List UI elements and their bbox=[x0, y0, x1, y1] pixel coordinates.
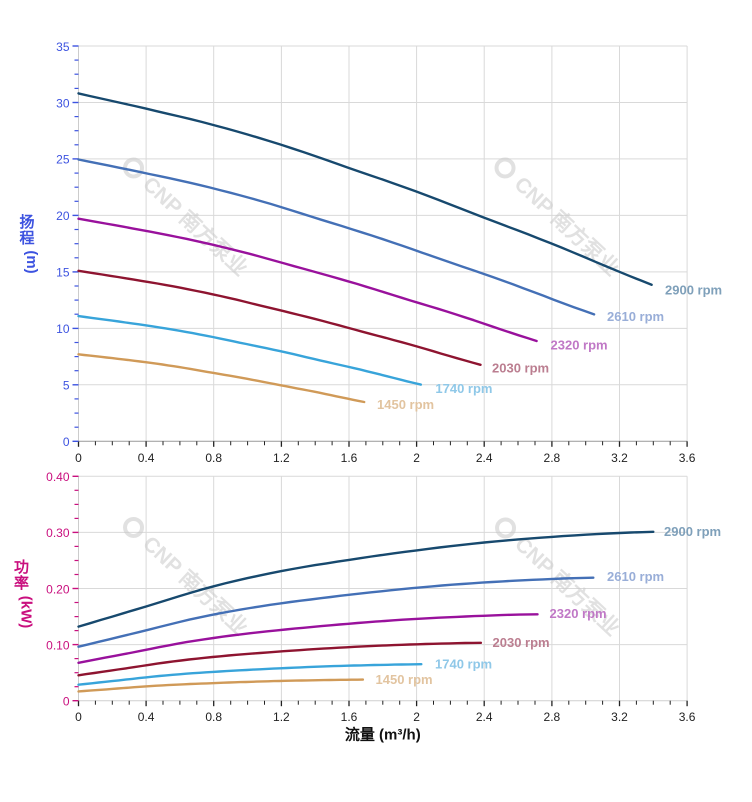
svg-text:3.6: 3.6 bbox=[679, 710, 696, 724]
svg-text:30: 30 bbox=[56, 96, 70, 110]
svg-text:1450 rpm: 1450 rpm bbox=[376, 672, 433, 687]
svg-text:1.2: 1.2 bbox=[273, 451, 290, 465]
svg-text:程: 程 bbox=[19, 230, 34, 247]
svg-text:2030 rpm: 2030 rpm bbox=[492, 360, 549, 375]
svg-text:2900 rpm: 2900 rpm bbox=[665, 283, 722, 298]
svg-text:1740 rpm: 1740 rpm bbox=[435, 381, 492, 396]
svg-text:25: 25 bbox=[56, 153, 70, 167]
svg-text:3.2: 3.2 bbox=[611, 710, 628, 724]
svg-text:0.30: 0.30 bbox=[46, 526, 70, 540]
svg-text:2610 rpm: 2610 rpm bbox=[607, 569, 664, 584]
svg-text:2.4: 2.4 bbox=[476, 451, 493, 465]
svg-text:0.4: 0.4 bbox=[138, 451, 155, 465]
svg-text:1.6: 1.6 bbox=[341, 451, 358, 465]
svg-text:0: 0 bbox=[75, 710, 82, 724]
svg-text:率: 率 bbox=[14, 574, 29, 592]
svg-text:2: 2 bbox=[413, 451, 420, 465]
svg-text:功: 功 bbox=[14, 559, 29, 576]
svg-text:2900 rpm: 2900 rpm bbox=[664, 524, 721, 539]
svg-text:1740 rpm: 1740 rpm bbox=[435, 657, 492, 672]
svg-text:0.10: 0.10 bbox=[46, 638, 70, 652]
svg-text:1450 rpm: 1450 rpm bbox=[377, 397, 434, 412]
svg-text:(kW): (kW) bbox=[18, 596, 35, 629]
svg-text:0.20: 0.20 bbox=[46, 582, 70, 596]
svg-text:2: 2 bbox=[413, 710, 420, 724]
svg-text:20: 20 bbox=[56, 209, 70, 223]
svg-text:35: 35 bbox=[56, 40, 70, 54]
svg-text:0.8: 0.8 bbox=[205, 710, 222, 724]
svg-text:2.8: 2.8 bbox=[544, 710, 561, 724]
svg-text:0: 0 bbox=[63, 695, 70, 709]
svg-text:0: 0 bbox=[63, 435, 70, 449]
svg-text:0: 0 bbox=[75, 451, 82, 465]
svg-text:10: 10 bbox=[56, 322, 70, 336]
svg-text:0.40: 0.40 bbox=[46, 470, 70, 484]
svg-text:3.6: 3.6 bbox=[679, 451, 696, 465]
svg-text:3.2: 3.2 bbox=[611, 451, 628, 465]
svg-text:1.6: 1.6 bbox=[341, 710, 358, 724]
svg-text:2.4: 2.4 bbox=[476, 710, 493, 724]
svg-text:流量 (m³/h): 流量 (m³/h) bbox=[345, 726, 421, 744]
svg-text:15: 15 bbox=[56, 266, 70, 280]
svg-text:0.4: 0.4 bbox=[138, 710, 155, 724]
svg-text:2610 rpm: 2610 rpm bbox=[607, 309, 664, 324]
svg-text:1.2: 1.2 bbox=[273, 710, 290, 724]
svg-text:2030 rpm: 2030 rpm bbox=[493, 635, 550, 650]
svg-text:2320 rpm: 2320 rpm bbox=[550, 606, 607, 621]
svg-text:(m): (m) bbox=[23, 250, 40, 273]
svg-text:2320 rpm: 2320 rpm bbox=[551, 338, 608, 353]
svg-text:0.8: 0.8 bbox=[205, 451, 222, 465]
svg-text:5: 5 bbox=[63, 379, 70, 393]
svg-text:扬: 扬 bbox=[19, 213, 34, 231]
svg-text:2.8: 2.8 bbox=[544, 451, 561, 465]
